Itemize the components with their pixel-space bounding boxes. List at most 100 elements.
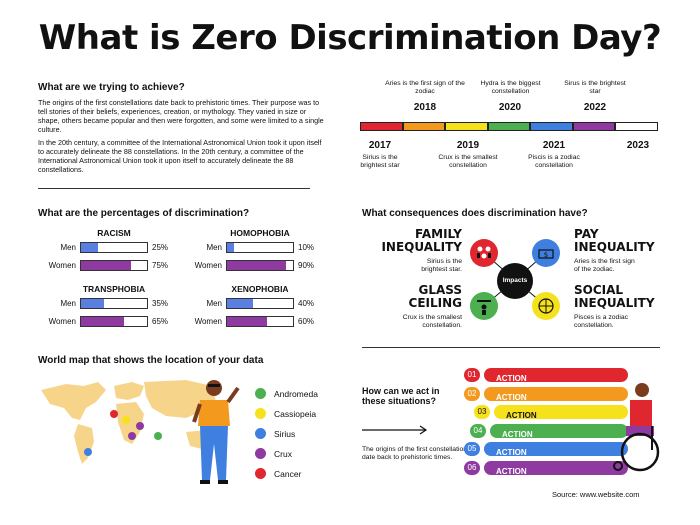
- timeline-year-2019: 2019: [456, 140, 480, 151]
- timeline-note-2021: Piscis is a zodiac constellation: [528, 154, 580, 169]
- action-label: ACTION: [496, 374, 527, 383]
- family-inequality-title: FAMILY INEQUALITY: [362, 228, 462, 254]
- cassiopeia-marker: [122, 416, 130, 424]
- action-label: ACTION: [502, 429, 533, 439]
- men-bar-fill: [227, 299, 254, 308]
- actions-list: 01 ACTION 02 ACTION 03 ACTION 04 ACTION 05 ACTION…: [462, 368, 632, 478]
- action-button[interactable]: ACTION: [494, 405, 628, 420]
- cancer-marker: [110, 410, 118, 418]
- pay-note-line1: Aries is the first sign: [574, 258, 635, 265]
- action-label: ACTION: [496, 466, 527, 476]
- timeline-note-2017: Sirius is the brightest star: [360, 154, 400, 169]
- action-number: 04: [470, 423, 486, 438]
- women-percent: 90%: [298, 261, 315, 270]
- women-percent: 60%: [298, 317, 315, 326]
- sirius-marker: [84, 448, 92, 456]
- action-number: 03: [474, 405, 490, 419]
- action-button[interactable]: ACTION: [490, 423, 628, 439]
- legend-item: Crux: [255, 448, 355, 459]
- social-inequality-icon: [532, 292, 560, 320]
- women-bar-track: [80, 316, 148, 327]
- timeline-note-2020: Hydra is the biggest constellation: [480, 80, 541, 95]
- svg-text:$: $: [544, 251, 548, 259]
- men-bar-track: [226, 298, 294, 309]
- timeline-segment: [530, 122, 573, 131]
- social-inequality-note: Pisces is a zodiac constellation.: [574, 314, 664, 330]
- women-label: Women: [194, 317, 222, 326]
- map-heading: World map that shows the location of you…: [38, 355, 264, 366]
- timeline-year-2021: 2021: [542, 140, 566, 151]
- men-percent: 10%: [298, 243, 315, 252]
- action-label: ACTION: [506, 411, 537, 420]
- men-label: Men: [60, 299, 76, 308]
- men-bar-fill: [81, 299, 105, 308]
- legend-dot: [255, 428, 266, 439]
- action-label: ACTION: [496, 448, 527, 457]
- timeline-year-2022: 2022: [583, 102, 607, 113]
- timeline-note-2018: Aries is the first sign of the zodiac: [385, 80, 465, 95]
- timeline-segment: [487, 122, 531, 131]
- act-question: How can we act in these situations?: [362, 386, 440, 406]
- men-bar-track: [80, 242, 148, 253]
- men-percent: 25%: [152, 243, 169, 252]
- action-button[interactable]: ACTION: [484, 442, 628, 457]
- men-percent: 35%: [152, 299, 169, 308]
- pay-title-line1: PAY: [574, 227, 599, 241]
- social-title-line1: SOCIAL: [574, 283, 624, 297]
- timeline-segment: [572, 122, 616, 131]
- women-label: Women: [48, 261, 76, 270]
- timeline-year-2023: 2023: [626, 140, 650, 151]
- discrimination-category: TRANSPHOBIA Men 35% Women 65%: [38, 284, 178, 336]
- achieve-heading: What are we trying to achieve?: [38, 82, 185, 93]
- legend-label: Cassiopeia: [274, 408, 317, 419]
- men-label: Men: [206, 243, 222, 252]
- action-button[interactable]: ACTION: [484, 460, 628, 476]
- glass-title-line2: CEILING: [408, 296, 462, 310]
- action-number: 05: [464, 442, 480, 456]
- legend-label: Cancer: [274, 468, 302, 479]
- men-bar-fill: [81, 243, 98, 252]
- men-bar-track: [80, 298, 148, 309]
- discrimination-category: RACISM Men 25% Women 75%: [38, 228, 178, 280]
- category-title: TRANSPHOBIA: [82, 284, 146, 294]
- discrimination-category: XENOPHOBIA Men 40% Women 60%: [184, 284, 324, 336]
- women-bar-fill: [81, 261, 131, 270]
- pay-note-line2: of the zodiac.: [574, 266, 615, 273]
- divider: [38, 188, 310, 189]
- act-note: The origins of the first constellations …: [362, 446, 471, 461]
- family-note-line2: brightest star.: [421, 266, 462, 273]
- timeline-segment: [402, 122, 446, 131]
- pay-inequality-title: PAY INEQUALITY: [574, 228, 664, 254]
- men-percent: 40%: [298, 299, 315, 308]
- men-bar-fill: [227, 243, 234, 252]
- category-title: HOMOPHOBIA: [230, 228, 290, 238]
- legend-label: Andromeda: [274, 388, 318, 399]
- social-inequality-title: SOCIAL INEQUALITY: [574, 284, 664, 310]
- men-label: Men: [60, 243, 76, 252]
- social-note-line1: Pisces is a zodiac: [574, 314, 629, 321]
- legend-dot: [255, 408, 266, 419]
- women-label: Women: [48, 317, 76, 326]
- women-percent: 75%: [152, 261, 169, 270]
- women-label: Women: [194, 261, 222, 270]
- legend-dot: [255, 448, 266, 459]
- consequences-diagram: Impacts $ FAMILY INEQUALITY Sirius is the…: [362, 226, 662, 338]
- timeline-year-2018: 2018: [413, 102, 437, 113]
- timeline: Aries is the first sign of the zodiac 20…: [360, 80, 660, 180]
- wheelchair-person-illustration: [613, 383, 660, 472]
- legend-item: Sirius: [255, 428, 355, 439]
- action-button[interactable]: ACTION: [484, 368, 628, 383]
- timeline-segment: [360, 122, 403, 131]
- family-inequality-icon: [470, 239, 498, 267]
- timeline-year-2017: 2017: [368, 140, 392, 151]
- women-bar-fill: [227, 317, 267, 326]
- impacts-center: Impacts: [497, 263, 533, 299]
- family-note-line1: Sirius is the: [426, 258, 462, 265]
- action-number: 01: [464, 368, 480, 382]
- legend-item: Andromeda: [255, 388, 355, 399]
- glass-ceiling-title: GLASS CEILING: [362, 284, 462, 310]
- map-legend: Andromeda Cassiopeia Sirius Crux Cancer: [255, 388, 355, 488]
- crux-marker: [128, 432, 136, 440]
- action-button[interactable]: ACTION: [484, 386, 628, 402]
- glass-note-line1: Crux is the smallest: [402, 314, 462, 321]
